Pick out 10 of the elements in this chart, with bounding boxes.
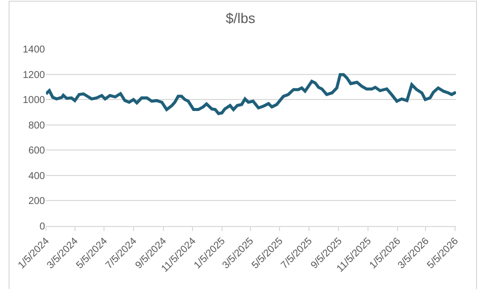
y-tick-label: 0 xyxy=(39,222,46,232)
y-tick-label: 200 xyxy=(28,196,46,208)
y-tick-label: 400 xyxy=(28,170,46,182)
chart-title: $/lbs xyxy=(226,10,256,26)
line-series xyxy=(46,73,456,116)
y-tick-label: 800 xyxy=(28,120,46,132)
y-tick-label: 1000 xyxy=(22,95,46,106)
y-tick-label: 600 xyxy=(28,146,46,157)
y-tick-label: 1200 xyxy=(22,70,46,81)
y-tick-label: 1400 xyxy=(22,44,46,56)
